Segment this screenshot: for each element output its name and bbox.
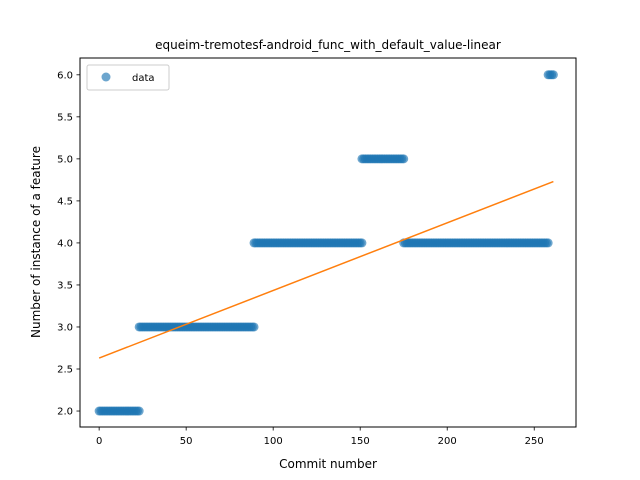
legend: data (86, 64, 170, 91)
x-tick-label: 50 (180, 436, 193, 447)
x-tick-label: 0 (96, 436, 102, 447)
x-tick-label: 200 (438, 436, 457, 447)
y-tick-label: 6.0 (57, 70, 73, 81)
legend-box (86, 64, 170, 91)
data-point (134, 406, 144, 416)
data-point (357, 238, 367, 248)
y-axis-label: Number of instance of a feature (29, 146, 43, 338)
chart-title: equeim-tremotesf-android_func_with_defau… (155, 38, 501, 52)
y-tick-label: 4.0 (57, 238, 73, 249)
plot-frame (79, 57, 577, 428)
y-tick-label: 2.0 (57, 407, 73, 418)
legend-marker-data (101, 72, 111, 82)
data-point (543, 238, 553, 248)
y-tick-label: 3.5 (57, 280, 73, 291)
y-tick-label: 5.5 (57, 112, 73, 123)
x-axis-ticks: 0 50 100 150 200 250 (96, 427, 544, 447)
data-points (94, 70, 558, 416)
data-point (399, 154, 409, 164)
fit-line (98, 180, 554, 359)
fit-line-path (98, 180, 554, 359)
y-tick-label: 2.5 (57, 365, 73, 376)
x-tick-label: 150 (351, 436, 370, 447)
data-point (548, 70, 558, 80)
x-axis-label: Commit number (279, 457, 377, 471)
x-tick-label: 100 (264, 436, 283, 447)
x-tick-label: 250 (525, 436, 544, 447)
y-tick-label: 5.0 (57, 154, 73, 165)
y-axis-ticks: 2.0 2.5 3.0 3.5 4.0 4.5 5.0 5.5 6.0 (57, 70, 80, 418)
y-tick-label: 3.0 (57, 322, 73, 333)
legend-label-data: data (132, 73, 155, 84)
data-point (249, 322, 259, 332)
y-tick-label: 4.5 (57, 196, 73, 207)
